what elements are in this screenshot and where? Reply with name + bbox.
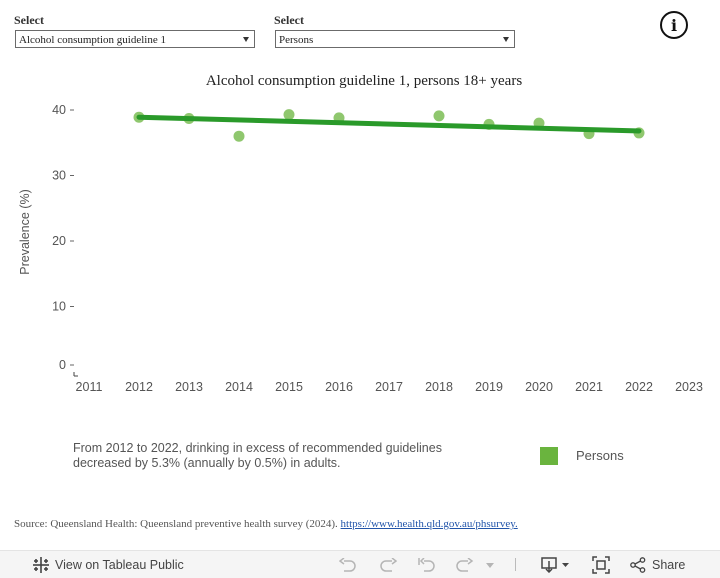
legend-swatch-persons[interactable]	[540, 447, 558, 465]
measure-select[interactable]: Alcohol consumption guideline 1	[15, 30, 255, 48]
measure-select-value: Alcohol consumption guideline 1	[19, 34, 166, 46]
refresh-icon	[456, 557, 494, 572]
share-button[interactable]: Share	[630, 551, 685, 578]
population-filter-label: Select	[274, 13, 304, 27]
view-on-tableau-button[interactable]: View on Tableau Public	[32, 551, 184, 578]
population-select-value: Persons	[279, 34, 314, 46]
chevron-down-icon	[243, 37, 249, 42]
share-icon	[630, 556, 646, 573]
tableau-toolbar: View on Tableau Public	[0, 550, 720, 578]
x-tick-label: 2011	[76, 380, 103, 394]
x-tick-label: 2020	[525, 380, 553, 394]
x-tick-label: 2017	[375, 380, 403, 394]
chevron-down-icon	[503, 37, 509, 42]
tableau-icon	[33, 556, 49, 573]
y-tick-label: 20	[52, 234, 66, 248]
x-tick-label: 2022	[625, 380, 653, 394]
undo-button[interactable]	[339, 551, 357, 578]
x-tick-label: 2021	[575, 380, 603, 394]
fullscreen-button[interactable]	[592, 551, 610, 578]
undo-icon	[339, 557, 356, 572]
redo-button[interactable]	[379, 551, 397, 578]
revert-icon	[418, 557, 435, 572]
x-tick-label: 2019	[475, 380, 503, 394]
fullscreen-icon	[592, 555, 610, 574]
refresh-button[interactable]	[455, 551, 495, 578]
y-tick-label: 0	[59, 358, 66, 372]
y-tick-label: 10	[52, 300, 66, 314]
y-axis-label: Prevalence (%)	[18, 189, 32, 274]
source-text: Source: Queensland Health: Queensland pr…	[14, 518, 338, 530]
info-icon[interactable]: i	[660, 11, 688, 39]
x-tick-label: 2016	[325, 380, 353, 394]
x-tick-label: 2014	[225, 380, 253, 394]
measure-filter-label: Select	[14, 13, 44, 27]
source-note: Source: Queensland Health: Queensland pr…	[14, 518, 518, 530]
y-tick-label: 40	[52, 103, 66, 117]
view-on-tableau-label: View on Tableau Public	[55, 557, 184, 572]
x-tick-label: 2015	[275, 380, 303, 394]
download-icon	[541, 556, 569, 573]
x-tick-label: 2012	[125, 380, 153, 394]
download-button[interactable]	[541, 551, 571, 578]
x-tick-label: 2023	[675, 380, 703, 394]
revert-button[interactable]	[418, 551, 436, 578]
toolbar-divider	[515, 558, 516, 571]
chart-title: Alcohol consumption guideline 1, persons…	[205, 73, 523, 89]
data-point	[283, 109, 295, 121]
data-point	[233, 130, 245, 142]
share-label: Share	[652, 557, 686, 572]
x-tick-label: 2018	[425, 380, 453, 394]
population-select[interactable]: Persons	[275, 30, 515, 48]
chart-plot: Prevalence (%) 0 10 20 30 40 2011 2012 2013 2014…	[18, 103, 703, 394]
y-tick-label: 30	[52, 169, 66, 183]
trend-line	[136, 114, 642, 134]
chart-annotation: From 2012 to 2022, drinking in excess of…	[73, 441, 442, 470]
redo-icon	[380, 557, 397, 572]
legend-label-persons[interactable]: Persons	[576, 448, 624, 463]
source-link[interactable]: https://www.health.qld.gov.au/phsurvey.	[340, 518, 518, 530]
data-point	[433, 110, 445, 122]
x-tick-label: 2013	[175, 380, 203, 394]
